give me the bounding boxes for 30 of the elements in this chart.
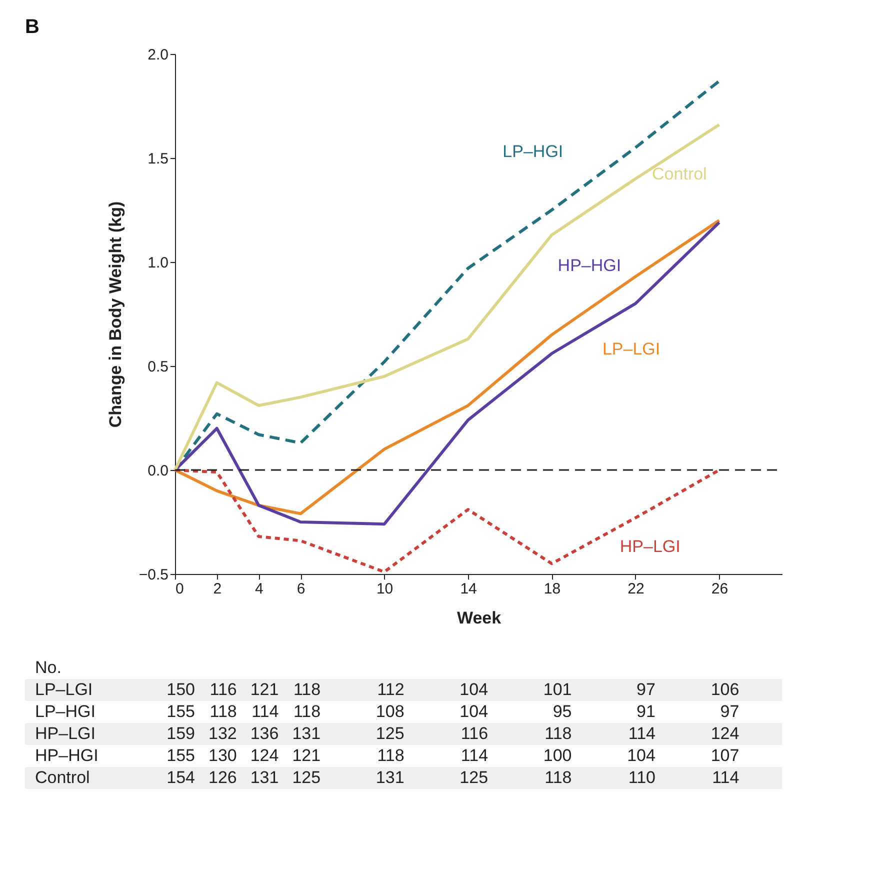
x-axis-title: Week bbox=[456, 608, 502, 628]
x-tick-label: 22 bbox=[628, 580, 644, 598]
y-tick-label: −0.5 bbox=[138, 566, 168, 584]
x-tick-label: 26 bbox=[711, 580, 728, 598]
x-tick-label: 4 bbox=[255, 580, 264, 598]
y-tick-label: 0.5 bbox=[148, 358, 168, 376]
x-tick-label: 18 bbox=[544, 580, 561, 598]
text: No. bbox=[35, 658, 62, 677]
series-label: HP–HGI bbox=[558, 256, 622, 276]
x-tick-label: 10 bbox=[376, 580, 394, 598]
x-tick-label: 2 bbox=[213, 580, 222, 598]
y-tick-label: 1.5 bbox=[148, 150, 168, 168]
text: HP–HGI 155 130 124 121 118 114 100 104 107 bbox=[35, 746, 740, 765]
x-tick-label: 6 bbox=[296, 580, 306, 598]
y-tick-label: 0.0 bbox=[148, 462, 168, 480]
line-series bbox=[174, 468, 721, 574]
y-axis-title: Change in Body Weight (kg) bbox=[106, 201, 125, 428]
text: LP–LGI 150 116 121 118 112 104 101 97 106 bbox=[35, 680, 740, 699]
series-label: LP–LGI bbox=[602, 339, 660, 358]
text: Control 154 126 131 125 131 125 118 110 114 bbox=[35, 768, 740, 787]
x-tick-label: 14 bbox=[460, 580, 477, 598]
x-tick-label: 0 bbox=[176, 580, 184, 598]
series-label: LP–HGI bbox=[502, 142, 564, 161]
text: HP–LGI 159 132 136 131 125 116 118 114 124 bbox=[35, 724, 740, 743]
chart-title: B bbox=[25, 16, 40, 38]
y-tick-label: 2.0 bbox=[148, 46, 168, 64]
series-label: HP–LGI bbox=[620, 536, 680, 556]
y-tick-label: 1.0 bbox=[148, 254, 168, 272]
series-label: Control bbox=[652, 164, 707, 184]
text: LP–HGI 155 118 114 118 108 104 95 91 97 bbox=[35, 702, 740, 721]
